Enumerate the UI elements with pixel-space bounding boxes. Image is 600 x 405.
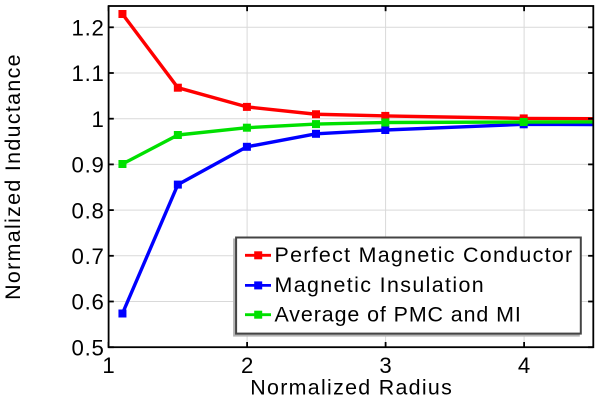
svg-text:Normalized Radius: Normalized Radius — [250, 376, 453, 400]
svg-text:0.6: 0.6 — [72, 290, 105, 315]
svg-text:Average of PMC and MI: Average of PMC and MI — [275, 302, 522, 326]
svg-text:Magnetic Insulation: Magnetic Insulation — [275, 273, 486, 297]
svg-text:1.1: 1.1 — [72, 61, 105, 86]
svg-text:Perfect Magnetic Conductor: Perfect Magnetic Conductor — [275, 243, 574, 267]
svg-text:0.5: 0.5 — [72, 335, 105, 360]
svg-text:0.8: 0.8 — [72, 198, 105, 223]
svg-text:4: 4 — [518, 353, 530, 378]
svg-text:0.9: 0.9 — [72, 153, 105, 178]
svg-text:Normalized Inductance: Normalized Inductance — [1, 53, 25, 300]
svg-text:1.2: 1.2 — [72, 16, 105, 41]
svg-text:2: 2 — [241, 353, 253, 378]
svg-text:3: 3 — [379, 353, 391, 378]
svg-text:1: 1 — [102, 353, 114, 378]
svg-text:0.7: 0.7 — [72, 244, 105, 269]
svg-text:1: 1 — [91, 107, 104, 132]
